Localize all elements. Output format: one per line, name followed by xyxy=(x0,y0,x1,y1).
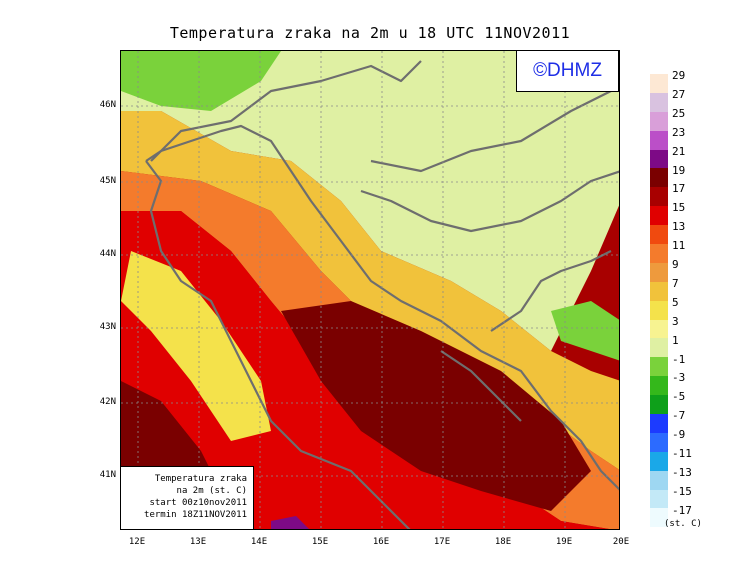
lon-label-19e: 19E xyxy=(555,537,573,547)
colorbar-label: 21 xyxy=(672,144,686,158)
colorbar-swatch xyxy=(650,376,668,396)
colorbar-label: -13 xyxy=(672,465,692,479)
colorbar-label: 5 xyxy=(672,295,679,309)
colorbar-swatch xyxy=(650,508,668,528)
colorbar-swatch xyxy=(650,300,668,320)
chart-title: Temperatura zraka na 2m u 18 UTC 11NOV20… xyxy=(169,24,571,42)
colorbar-swatch xyxy=(650,206,668,226)
colorbar-label: 17 xyxy=(672,182,686,196)
temperature-map xyxy=(120,50,620,530)
colorbar-label: 19 xyxy=(672,163,686,177)
lat-label-41n: 41N xyxy=(99,470,116,480)
colorbar-label: -17 xyxy=(672,503,692,517)
gridlines xyxy=(121,51,619,529)
colorbar-swatch xyxy=(650,111,668,131)
colorbar-unit: (st. C) xyxy=(664,519,702,529)
colorbar-label: 15 xyxy=(672,201,686,215)
colorbar-label: -3 xyxy=(672,371,686,385)
colorbar-swatch xyxy=(650,281,668,301)
lat-label-43n: 43N xyxy=(99,322,116,332)
colorbar-swatch xyxy=(650,168,668,188)
zone-balkan-green xyxy=(551,301,619,361)
colorbar-swatch xyxy=(650,130,668,150)
coastlines xyxy=(145,60,619,529)
info-line-3: start 00z10nov2011 xyxy=(149,498,247,508)
colorbar-swatch xyxy=(650,338,668,358)
zone-italy-yellow xyxy=(121,251,271,441)
colorbar-swatch xyxy=(650,262,668,282)
colorbar-swatch xyxy=(650,244,668,263)
colorbar-swatch xyxy=(650,225,668,245)
lon-label-18e: 18E xyxy=(494,537,512,547)
colorbar-label: 1 xyxy=(672,333,679,347)
info-box: Temperatura zraka na 2m (st. C) start 00… xyxy=(120,466,254,530)
colorbar xyxy=(650,74,668,528)
colorbar-label: 3 xyxy=(672,314,679,328)
colorbar-swatch xyxy=(650,489,668,509)
lon-label-12e: 12E xyxy=(128,537,146,547)
colorbar-swatch xyxy=(650,357,668,377)
lat-label-44n: 44N xyxy=(99,249,116,259)
info-line-4: termin 18Z11NOV2011 xyxy=(144,510,247,520)
colorbar-swatch xyxy=(650,149,668,169)
colorbar-swatch xyxy=(650,414,668,433)
colorbar-label: 29 xyxy=(672,69,686,82)
colorbar-label: -11 xyxy=(672,447,692,460)
colorbar-label: 25 xyxy=(672,106,686,120)
colorbar-label: -1 xyxy=(672,352,686,366)
colorbar-swatch xyxy=(650,74,668,93)
lon-label-14e: 14E xyxy=(250,537,268,547)
colorbar-label: 23 xyxy=(672,125,686,139)
colorbar-swatch xyxy=(650,451,668,471)
colorbar-label: -5 xyxy=(672,390,686,404)
colorbar-label: -15 xyxy=(672,484,692,498)
lat-label-45n: 45N xyxy=(99,176,116,186)
colorbar-swatch xyxy=(650,187,668,207)
lon-label-20e: 20E xyxy=(612,537,630,547)
colorbar-label: 13 xyxy=(672,220,686,234)
zone-north-cold xyxy=(121,51,619,351)
colorbar-label: -9 xyxy=(672,428,686,442)
zone-sea-deepred xyxy=(281,301,591,511)
colorbar-label: -7 xyxy=(672,409,686,423)
colorbar-swatch xyxy=(650,470,668,490)
lat-label-42n: 42N xyxy=(99,397,116,407)
colorbar-label: 27 xyxy=(672,87,686,101)
zone-sea-red xyxy=(121,211,609,529)
colorbar-swatch xyxy=(650,92,668,112)
zone-north-green xyxy=(121,51,281,111)
zone-purple-spot xyxy=(271,516,309,529)
lon-label-17e: 17E xyxy=(433,537,451,547)
zone-mid-yellow xyxy=(121,111,619,470)
lon-label-13e: 13E xyxy=(189,537,207,547)
colorbar-swatch xyxy=(650,319,668,339)
colorbar-swatch xyxy=(650,395,668,415)
colorbar-label: 7 xyxy=(672,276,679,290)
dhmz-logo: ©DHMZ xyxy=(516,50,619,92)
info-line-2: na 2m (st. C) xyxy=(176,486,247,496)
lon-label-16e: 16E xyxy=(372,537,390,547)
lon-label-15e: 15E xyxy=(311,537,329,547)
colorbar-label: 11 xyxy=(672,239,686,253)
info-line-1: Temperatura zraka xyxy=(154,474,247,484)
colorbar-label: 9 xyxy=(672,258,679,271)
colorbar-swatch xyxy=(650,432,668,452)
lat-label-46n: 46N xyxy=(99,100,116,110)
